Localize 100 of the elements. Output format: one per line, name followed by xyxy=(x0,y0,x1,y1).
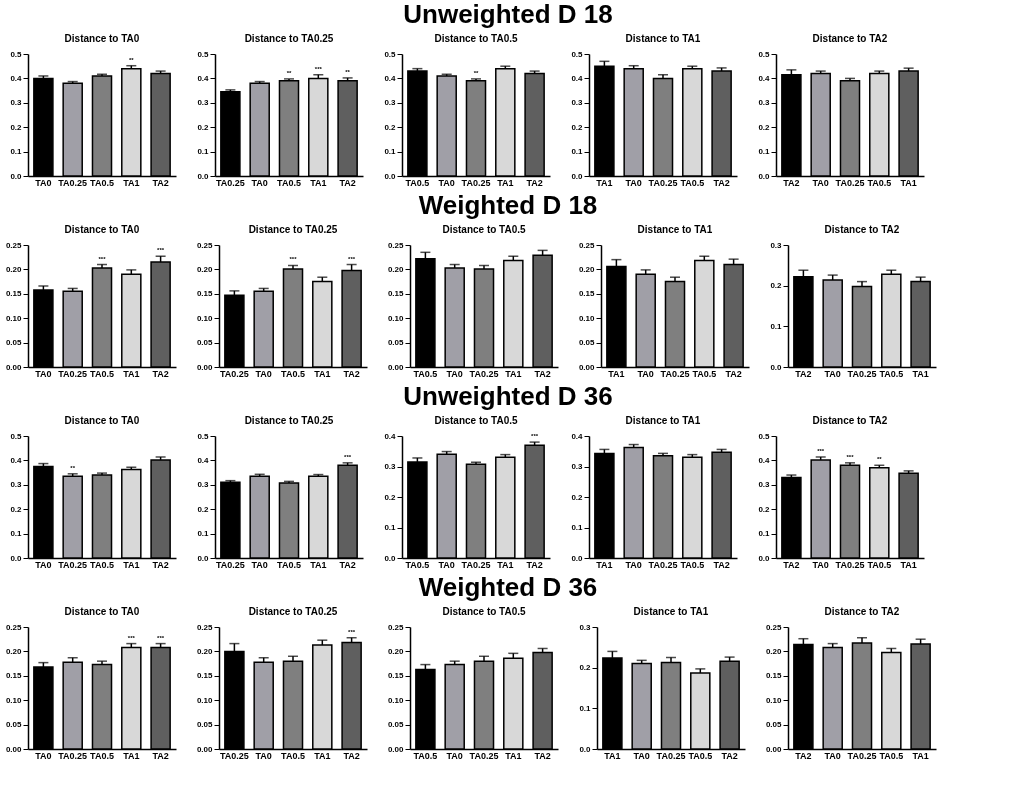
y-tick-label: 0.3 xyxy=(197,98,210,108)
y-tick-label: 0.3 xyxy=(571,462,584,471)
chart-title: Distance to TA0.5 xyxy=(434,415,519,426)
y-tick-label: 0.0 xyxy=(758,171,771,181)
chart-title: Distance to TA0.25 xyxy=(248,224,338,235)
y-tick-label: 0.4 xyxy=(758,73,771,83)
y-tick-label: 0.4 xyxy=(571,73,584,83)
y-tick-label: 0.10 xyxy=(765,695,783,705)
x-tick-label: TA2 xyxy=(783,177,800,188)
x-tick-label: TA0.25 xyxy=(835,177,865,188)
y-tick-label: 0.15 xyxy=(387,671,405,681)
x-tick-label: TA0 xyxy=(824,750,841,761)
x-tick-label: TA1 xyxy=(310,559,327,570)
y-tick-label: 0.1 xyxy=(384,523,397,532)
y-tick-label: 0.2 xyxy=(758,504,771,514)
x-tick-label: TA2 xyxy=(534,750,551,761)
x-tick-label: TA2 xyxy=(795,368,812,379)
y-tick-label: 0.1 xyxy=(758,529,771,539)
y-tick-label: 0.3 xyxy=(384,462,397,471)
y-tick-label: 0.2 xyxy=(10,504,23,514)
x-tick-label: TA2 xyxy=(713,177,730,188)
x-tick-label: TA0.5 xyxy=(277,559,301,570)
y-tick-label: 0.15 xyxy=(387,289,405,299)
x-tick-label: TA0.25 xyxy=(648,177,678,188)
chart-title: Distance to TA0.25 xyxy=(244,415,334,426)
x-tick-label: TA1 xyxy=(123,559,140,570)
x-tick-label: TA0 xyxy=(35,559,52,570)
x-tick-label: TA2 xyxy=(721,750,738,761)
chart-title: Distance to TA1 xyxy=(633,606,709,617)
text: Unweighted D 36 xyxy=(403,381,613,411)
y-tick-label: 0.4 xyxy=(197,455,210,465)
y-tick-label: 0.15 xyxy=(196,671,214,681)
chart-title: Distance to TA2 xyxy=(824,224,900,235)
text: Weighted D 36 xyxy=(418,572,598,602)
x-tick-label: TA1 xyxy=(123,368,140,379)
y-tick-label: 0.15 xyxy=(5,671,23,681)
x-tick-label: TA0.25 xyxy=(219,750,249,761)
x-tick-label: TA1 xyxy=(604,750,621,761)
y-tick-label: 0.2 xyxy=(384,122,397,132)
x-tick-label: TA0 xyxy=(255,750,272,761)
x-tick-label: TA0.25 xyxy=(835,559,865,570)
x-tick-label: TA0.5 xyxy=(879,750,904,761)
y-tick-label: 0.20 xyxy=(5,264,23,274)
y-tick-label: 0.15 xyxy=(578,289,596,299)
y-tick-label: 0.5 xyxy=(197,431,210,441)
chart-title: Distance to TA0.25 xyxy=(248,606,338,617)
x-tick-label: TA0.25 xyxy=(847,750,877,761)
y-tick-label: 0.0 xyxy=(384,171,397,181)
x-tick-label: TA1 xyxy=(912,368,929,379)
y-tick-label: 0.00 xyxy=(5,744,23,754)
y-tick-label: 0.1 xyxy=(579,703,592,713)
y-tick-label: 0.25 xyxy=(387,240,405,250)
x-tick-label: TA0 xyxy=(633,750,650,761)
x-tick-label: TA0.25 xyxy=(58,750,88,761)
y-tick-label: 0.10 xyxy=(5,695,23,705)
y-tick-label: 0.0 xyxy=(10,553,23,563)
y-tick-label: 0.25 xyxy=(578,240,596,250)
x-tick-label: TA1 xyxy=(900,559,917,570)
x-tick-label: TA0 xyxy=(812,177,829,188)
text: Unweighted D 18 xyxy=(403,0,613,29)
chart-title: Distance to TA0.5 xyxy=(442,224,527,235)
y-tick-label: 0.25 xyxy=(196,240,214,250)
x-tick-label: TA1 xyxy=(608,368,625,379)
y-tick-label: 0.00 xyxy=(578,362,596,372)
y-tick-label: 0.05 xyxy=(196,338,214,348)
y-tick-label: 0.2 xyxy=(571,122,584,132)
x-tick-label: TA0 xyxy=(35,750,52,761)
chart-title: Distance to TA2 xyxy=(812,33,888,44)
y-tick-label: 0.2 xyxy=(571,492,584,502)
x-tick-label: TA0 xyxy=(438,177,455,188)
x-tick-label: TA0.25 xyxy=(58,177,88,188)
y-tick-label: 0.0 xyxy=(571,553,584,563)
y-tick-label: 0.25 xyxy=(765,622,783,632)
y-tick-label: 0.0 xyxy=(571,171,584,181)
chart-title: Distance to TA2 xyxy=(812,415,888,426)
x-tick-label: TA0.5 xyxy=(688,750,713,761)
y-tick-label: 0.3 xyxy=(10,480,23,490)
x-tick-label: TA0.25 xyxy=(461,559,491,570)
x-tick-label: TA0.5 xyxy=(281,750,305,761)
y-tick-label: 0.2 xyxy=(579,663,592,673)
y-tick-label: 0.2 xyxy=(758,122,771,132)
x-tick-label: TA1 xyxy=(505,750,522,761)
y-tick-label: 0.2 xyxy=(770,281,783,291)
y-tick-label: 0.25 xyxy=(196,622,214,632)
x-tick-label: TA1 xyxy=(596,177,613,188)
y-tick-label: 0.5 xyxy=(758,431,771,441)
x-tick-label: TA2 xyxy=(783,559,800,570)
x-tick-label: TA1 xyxy=(314,368,331,379)
y-tick-label: 0.4 xyxy=(10,455,23,465)
chart-title: Distance to TA0 xyxy=(64,606,140,617)
x-tick-label: TA1 xyxy=(310,177,327,188)
x-tick-label: TA0.25 xyxy=(660,368,690,379)
x-tick-label: TA0 xyxy=(251,559,268,570)
y-tick-label: 0.5 xyxy=(571,49,584,59)
x-tick-label: TA0 xyxy=(812,559,829,570)
x-tick-label: TA2 xyxy=(343,368,360,379)
y-tick-label: 0.3 xyxy=(579,622,592,632)
x-tick-label: TA1 xyxy=(497,177,514,188)
x-tick-label: TA0 xyxy=(446,750,463,761)
y-tick-label: 0.10 xyxy=(387,313,405,323)
